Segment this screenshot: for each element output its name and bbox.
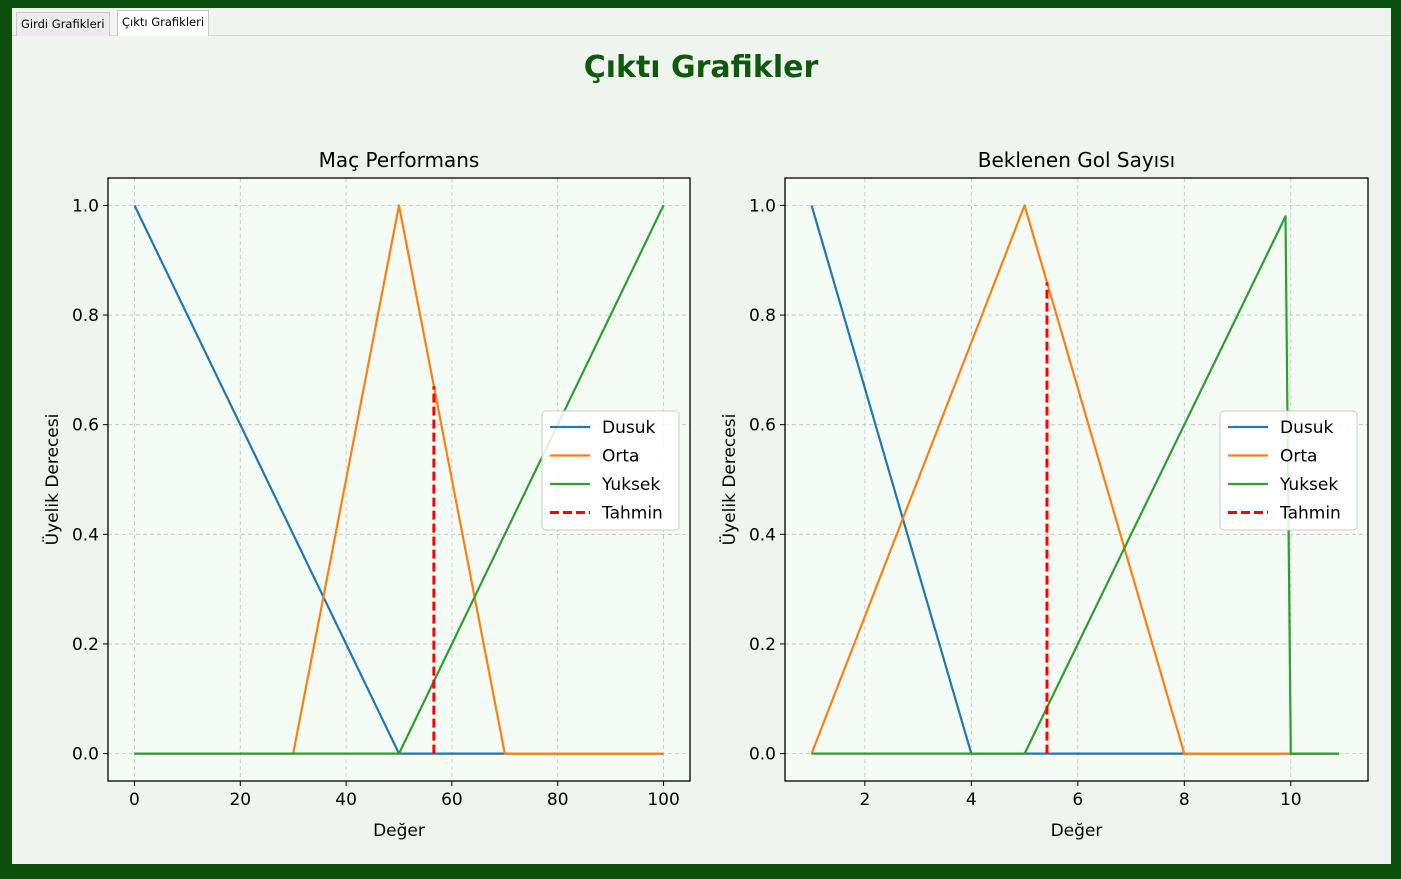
x-tick-label: 100 <box>647 790 679 810</box>
y-tick-label: 0.0 <box>72 745 99 765</box>
figure-title: Çıktı Grafikler <box>584 50 819 85</box>
series-line-yuksek <box>811 215 1339 755</box>
y-tick-label: 0.2 <box>72 635 99 655</box>
figure-canvas: Çıktı Grafikler 0 20 40 60 80 100 0.0 0.2 0.4 0.6… <box>15 37 1388 860</box>
legend-box <box>1219 410 1358 531</box>
x-tick-label: 10 <box>1280 790 1302 810</box>
x-tick-label: 8 <box>1179 790 1190 810</box>
y-tick-label: 0.8 <box>72 306 99 326</box>
y-tick-label: 0.4 <box>72 525 99 545</box>
legend-label: Dusuk <box>602 418 655 438</box>
legend-label: Orta <box>602 447 639 467</box>
x-tick-label: 6 <box>1072 790 1083 810</box>
axes-title: Beklenen Gol Sayısı <box>978 148 1175 172</box>
x-axis-label: Değer <box>1051 821 1103 841</box>
tab-girdi-grafikleri[interactable]: Girdi Grafikleri <box>16 12 110 36</box>
x-axis-label: Değer <box>373 821 425 841</box>
y-tick-label: 0.6 <box>72 416 99 436</box>
legend-label: Yuksek <box>1279 475 1338 495</box>
x-tick-label: 2 <box>859 790 870 810</box>
y-tick-label: 0.2 <box>749 635 776 655</box>
x-tick-label: 20 <box>229 790 251 810</box>
y-tick-label: 1.0 <box>749 196 776 216</box>
x-tick-label: 0 <box>129 790 140 810</box>
series-line-orta <box>810 204 1339 755</box>
tab-cikti-grafikleri[interactable]: Çıktı Grafikleri <box>117 10 210 36</box>
legend-label: Yuksek <box>601 475 660 495</box>
y-tick-label: 0.4 <box>749 525 776 545</box>
x-tick-label: 40 <box>335 790 357 810</box>
legend-label: Orta <box>1280 447 1317 467</box>
y-tick-label: 1.0 <box>72 196 99 216</box>
axes-title: Maç Performans <box>319 148 480 172</box>
figure-svg: Çıktı Grafikler 0 20 40 60 80 100 0.0 0.2 0.4 0.6… <box>41 50 1369 841</box>
series-line-yuksek <box>134 204 665 755</box>
legend-label: Dusuk <box>1280 418 1333 438</box>
y-tick-label: 0.6 <box>749 416 776 436</box>
x-tick-label: 4 <box>966 790 977 810</box>
y-tick-label: 0.0 <box>749 745 776 765</box>
y-axis-label: Üyelik Derecesi <box>718 414 740 546</box>
legend-label: Tahmin <box>601 504 663 524</box>
axes-frame <box>107 177 691 782</box>
x-tick-label: 80 <box>547 790 569 810</box>
y-tick-label: 0.8 <box>749 306 776 326</box>
legend-label: Tahmin <box>1279 504 1341 524</box>
tab-bar: Girdi Grafikleri Çıktı Grafikleri <box>12 8 1391 36</box>
legend-box <box>541 410 680 531</box>
app-window: Girdi Grafikleri Çıktı Grafikleri Çıktı … <box>12 8 1391 864</box>
x-tick-label: 60 <box>441 790 463 810</box>
y-axis-label: Üyelik Derecesi <box>41 414 63 546</box>
axes-frame <box>784 177 1369 782</box>
